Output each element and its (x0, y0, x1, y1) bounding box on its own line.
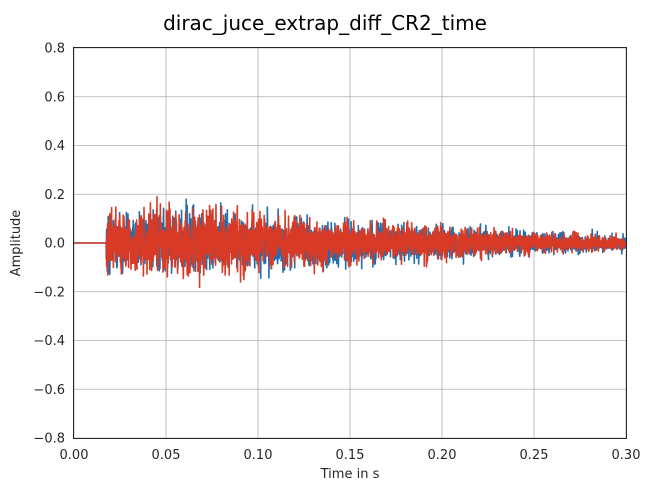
x-tick-label: 0.20 (428, 448, 457, 463)
y-tick-label: −0.4 (33, 334, 65, 349)
x-tick-label: 0.05 (152, 448, 181, 463)
y-tick-label: 0.2 (44, 188, 65, 203)
x-tick-label: 0.00 (60, 448, 89, 463)
y-tick-label: −0.8 (33, 432, 65, 447)
plot-frame (73, 47, 627, 439)
series-layer (74, 195, 627, 289)
x-ticks: 0.00 0.05 0.10 0.15 0.20 0.25 0.30 (60, 448, 641, 463)
chart-title: dirac_juce_extrap_diff_CR2_time (163, 11, 487, 35)
x-tick-label: 0.10 (244, 448, 273, 463)
y-tick-label: 0.4 (44, 139, 65, 154)
y-tick-label: 0.8 (44, 42, 65, 57)
x-tick-label: 0.25 (520, 448, 549, 463)
y-tick-label: −0.6 (33, 383, 65, 398)
y-tick-label: −0.2 (33, 285, 65, 300)
y-axis-label: Amplitude (9, 210, 24, 277)
y-ticks: −0.8 −0.6 −0.4 −0.2 0.0 0.2 0.4 0.6 0.8 (33, 42, 65, 447)
series-line-2 (74, 195, 627, 289)
y-tick-label: 0.0 (44, 237, 65, 252)
x-tick-label: 0.30 (612, 448, 641, 463)
x-axis-label: Time in s (320, 467, 380, 482)
y-tick-label: 0.6 (44, 90, 65, 105)
x-tick-label: 0.15 (336, 448, 365, 463)
